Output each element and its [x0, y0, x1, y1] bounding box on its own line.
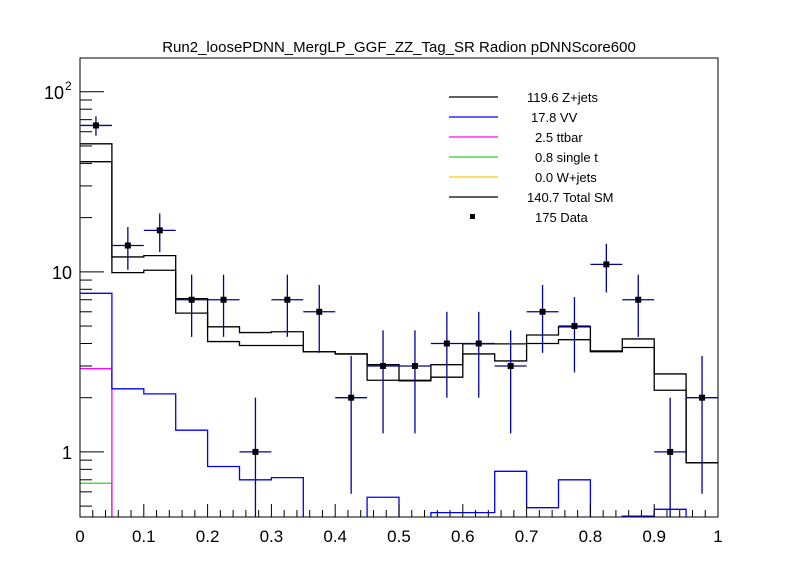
data-marker: [220, 296, 227, 303]
legend-entry-data: 175 Data: [470, 210, 589, 225]
legend-label: 0.0 W+jets: [535, 170, 597, 185]
legend: 119.6 Z+jets 17.8 VV 2.5 ttbar 0.8 single t…: [449, 90, 613, 225]
data-marker: [348, 394, 355, 401]
data-point: [494, 330, 527, 434]
data-marker: [571, 323, 578, 330]
y-tick-label: 10: [44, 83, 64, 103]
legend-label: 2.5 ttbar: [535, 130, 583, 145]
data-marker: [124, 242, 131, 249]
data-point: [654, 397, 687, 517]
plot-area: [80, 116, 718, 517]
data-marker: [699, 394, 706, 401]
data-marker: [475, 340, 482, 347]
histogram-vv: [80, 292, 687, 517]
x-tick-label: 0.7: [515, 527, 539, 546]
x-tick-label: 0.9: [642, 527, 666, 546]
data-marker: [539, 308, 546, 315]
data-marker: [635, 296, 642, 303]
data-marker: [507, 362, 514, 369]
data-point: [590, 243, 623, 293]
data-marker: [284, 296, 291, 303]
legend-data-marker: [470, 214, 475, 219]
data-point: [399, 330, 431, 434]
data-point: [622, 274, 655, 337]
data-point: [462, 311, 495, 398]
data-point: [335, 355, 368, 494]
data-point: [686, 355, 718, 494]
data-marker: [188, 296, 195, 303]
x-tick-label: 0.1: [132, 527, 156, 546]
x-tick-label: 0.8: [579, 527, 603, 546]
x-tick-label: 0: [75, 527, 84, 546]
legend-label: 175 Data: [535, 210, 589, 225]
data-point: [271, 274, 304, 337]
legend-label: 140.7 Total SM: [527, 190, 613, 205]
legend-label: 0.8 single t: [535, 150, 598, 165]
histograms: [80, 116, 718, 517]
legend-entry-z-jets: 119.6 Z+jets: [449, 90, 598, 105]
y-tick-exponent: 2: [65, 79, 72, 93]
data-point: [430, 311, 463, 398]
data-marker: [667, 448, 674, 455]
data-marker: [316, 308, 323, 315]
data-point: [303, 285, 336, 353]
data-point: [207, 274, 240, 337]
data-point: [80, 116, 112, 136]
x-tick-label: 0.6: [451, 527, 475, 546]
data-point: [175, 274, 208, 337]
legend-entry-w-jets: 0.0 W+jets: [449, 170, 597, 185]
data-point: [526, 285, 559, 353]
data-point: [143, 213, 176, 253]
data-point: [558, 297, 591, 373]
histogram-total-sm: [80, 143, 718, 464]
y-tick-label: 10: [52, 263, 72, 283]
data-marker: [92, 122, 99, 129]
x-tick-label: 0.2: [196, 527, 220, 546]
data-marker: [156, 227, 163, 234]
data-marker: [380, 362, 387, 369]
x-tick-label: 0.3: [260, 527, 284, 546]
data-marker: [603, 261, 610, 268]
legend-label: 119.6 Z+jets: [527, 90, 598, 105]
legend-label: 17.8 VV: [531, 110, 578, 125]
data-point: [111, 226, 144, 270]
legend-entry-single-t: 0.8 single t: [449, 150, 598, 165]
legend-entry-ttbar: 2.5 ttbar: [449, 130, 583, 145]
data-point: [239, 397, 272, 517]
chart-title: Run2_loosePDNN_MergLP_GGF_ZZ_Tag_SR Radi…: [162, 39, 636, 56]
data-marker: [411, 362, 418, 369]
x-tick-label: 0.4: [323, 527, 347, 546]
data-marker: [252, 448, 259, 455]
histogram-ttbar: [80, 367, 113, 517]
data-point: [367, 330, 399, 434]
data-marker: [443, 340, 450, 347]
x-tick-label: 0.5: [387, 527, 411, 546]
x-tick-label: 1: [713, 527, 722, 546]
legend-entry-total-sm: 140.7 Total SM: [449, 190, 613, 205]
legend-entry-vv: 17.8 VV: [449, 110, 578, 125]
y-tick-label: 1: [62, 443, 72, 463]
